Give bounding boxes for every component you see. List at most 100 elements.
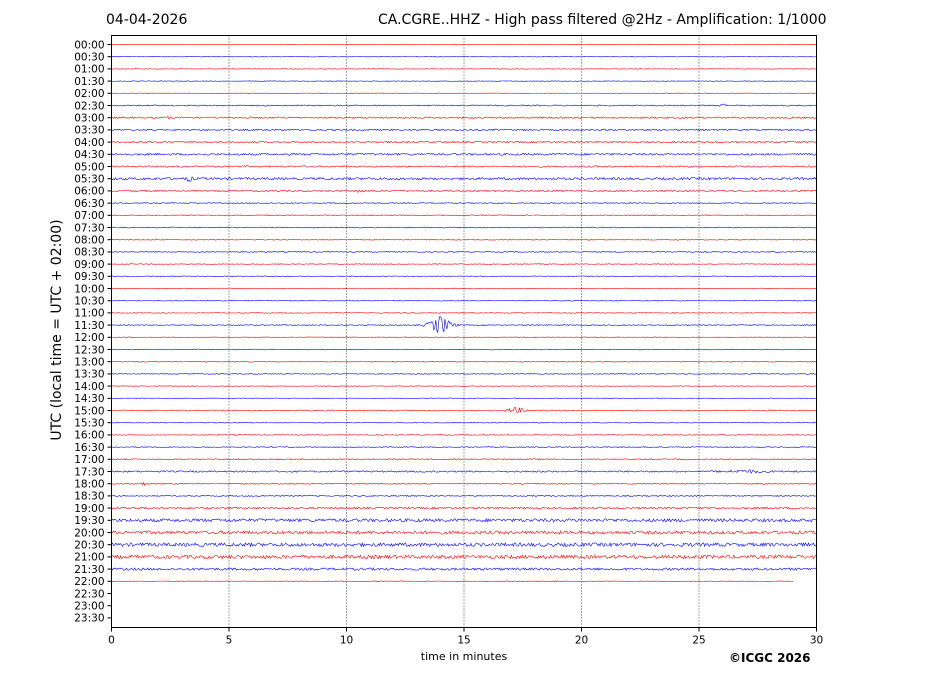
y-tick-label-23:00: 23:00 xyxy=(74,601,104,613)
trace-row-17:00 xyxy=(111,458,817,461)
trace-row-16:00 xyxy=(111,434,817,436)
y-tick-label-18:30: 18:30 xyxy=(74,491,104,503)
trace-row-12:00 xyxy=(111,336,817,339)
trace-row-12:30 xyxy=(111,348,817,351)
y-tick-label-14:30: 14:30 xyxy=(74,393,104,405)
y-tick-label-17:30: 17:30 xyxy=(74,466,104,478)
y-tick-label-06:00: 06:00 xyxy=(74,186,104,198)
trace-row-00:00 xyxy=(111,43,817,46)
y-tick-label-05:30: 05:30 xyxy=(74,174,104,186)
y-tick-label-08:30: 08:30 xyxy=(74,247,104,259)
y-tick-label-16:00: 16:00 xyxy=(74,430,104,442)
trace-row-08:00 xyxy=(111,238,817,241)
y-tick-label-16:30: 16:30 xyxy=(74,442,104,454)
y-tick-label-03:30: 03:30 xyxy=(74,125,104,137)
trace-row-03:00 xyxy=(111,115,817,120)
trace-row-05:00 xyxy=(111,165,817,168)
y-tick-label-04:00: 04:00 xyxy=(74,137,104,149)
y-tick-label-11:00: 11:00 xyxy=(74,308,104,320)
trace-row-08:30 xyxy=(111,251,817,253)
y-tick-label-07:00: 07:00 xyxy=(74,210,104,222)
trace-row-09:30 xyxy=(111,275,817,278)
trace-row-05:30 xyxy=(111,176,817,183)
y-tick-label-04:30: 04:30 xyxy=(74,149,104,161)
trace-row-13:30 xyxy=(111,373,817,375)
y-tick-label-09:00: 09:00 xyxy=(74,259,104,271)
seismic-traces xyxy=(111,43,817,583)
trace-row-10:30 xyxy=(111,299,817,302)
trace-row-04:30 xyxy=(111,152,817,156)
y-tick-label-23:30: 23:30 xyxy=(74,613,104,625)
y-tick-label-10:30: 10:30 xyxy=(74,296,104,308)
x-tick-label-5: 5 xyxy=(226,635,233,647)
y-tick-label-11:30: 11:30 xyxy=(74,320,104,332)
y-tick-label-00:30: 00:30 xyxy=(74,52,104,64)
y-tick-label-19:00: 19:00 xyxy=(74,503,104,515)
date-label: 04-04-2026 xyxy=(106,12,188,28)
x-tick-label-15: 15 xyxy=(457,635,470,647)
y-tick-label-01:00: 01:00 xyxy=(74,64,104,76)
trace-row-19:30 xyxy=(111,517,817,523)
y-tick-label-14:00: 14:00 xyxy=(74,381,104,393)
y-tick-label-19:30: 19:30 xyxy=(74,515,104,527)
y-tick-label-22:00: 22:00 xyxy=(74,576,104,588)
y-axis-ticks: 00:0000:3001:0001:3002:0002:3003:0003:30… xyxy=(74,39,112,625)
y-tick-label-20:30: 20:30 xyxy=(74,540,104,552)
trace-row-11:00 xyxy=(111,312,817,314)
y-tick-label-10:00: 10:00 xyxy=(74,283,104,295)
plot-frame xyxy=(111,35,817,628)
y-tick-label-17:00: 17:00 xyxy=(74,454,104,466)
y-tick-label-03:00: 03:00 xyxy=(74,113,104,125)
trace-row-01:30 xyxy=(111,80,817,82)
trace-row-19:00 xyxy=(111,506,817,510)
y-tick-label-20:00: 20:00 xyxy=(74,527,104,539)
trace-row-04:00 xyxy=(111,140,817,144)
y-tick-label-13:00: 13:00 xyxy=(74,357,104,369)
trace-row-02:00 xyxy=(111,92,817,94)
y-tick-label-02:30: 02:30 xyxy=(74,100,104,112)
y-tick-label-22:30: 22:30 xyxy=(74,588,104,600)
chart-title: CA.CGRE..HHZ - High pass filtered @2Hz -… xyxy=(378,12,827,28)
trace-row-01:00 xyxy=(111,68,817,70)
trace-row-06:30 xyxy=(111,202,817,204)
trace-row-03:30 xyxy=(111,128,817,132)
y-tick-label-02:00: 02:00 xyxy=(74,88,104,100)
y-tick-label-12:00: 12:00 xyxy=(74,332,104,344)
y-tick-label-15:30: 15:30 xyxy=(74,418,104,430)
trace-row-13:00 xyxy=(111,360,817,363)
y-tick-label-21:00: 21:00 xyxy=(74,552,104,564)
x-tick-label-0: 0 xyxy=(108,635,115,647)
trace-row-20:30 xyxy=(111,541,817,548)
trace-row-22:00 xyxy=(111,580,794,583)
trace-row-21:30 xyxy=(111,567,817,571)
y-tick-label-06:30: 06:30 xyxy=(74,198,104,210)
y-tick-label-07:30: 07:30 xyxy=(74,222,104,234)
x-tick-label-25: 25 xyxy=(692,635,705,647)
trace-row-11:30 xyxy=(111,316,817,334)
x-axis-label: time in minutes xyxy=(420,650,508,663)
y-tick-label-21:30: 21:30 xyxy=(74,564,104,576)
y-tick-label-01:30: 01:30 xyxy=(74,76,104,88)
y-tick-label-13:30: 13:30 xyxy=(74,369,104,381)
x-axis-ticks: 0 5 10 15 20 25 30 xyxy=(108,627,823,647)
trace-row-18:00 xyxy=(111,481,817,487)
trace-row-18:30 xyxy=(111,494,817,497)
trace-row-21:00 xyxy=(111,554,817,560)
trace-row-09:00 xyxy=(111,263,817,265)
trace-row-15:30 xyxy=(111,421,817,424)
x-tick-label-30: 30 xyxy=(810,635,823,647)
trace-row-14:00 xyxy=(111,385,817,387)
copyright-label: ©ICGC 2026 xyxy=(729,651,811,665)
trace-row-00:30 xyxy=(111,56,817,58)
x-tick-label-20: 20 xyxy=(575,635,588,647)
y-tick-label-12:30: 12:30 xyxy=(74,344,104,356)
trace-row-10:00 xyxy=(111,287,817,290)
grid-lines xyxy=(228,35,700,628)
trace-row-16:30 xyxy=(111,446,817,448)
trace-row-15:00 xyxy=(111,406,817,414)
y-tick-label-15:00: 15:00 xyxy=(74,405,104,417)
trace-row-06:00 xyxy=(111,189,817,193)
y-tick-label-00:00: 00:00 xyxy=(74,39,104,51)
trace-row-07:30 xyxy=(111,226,817,229)
